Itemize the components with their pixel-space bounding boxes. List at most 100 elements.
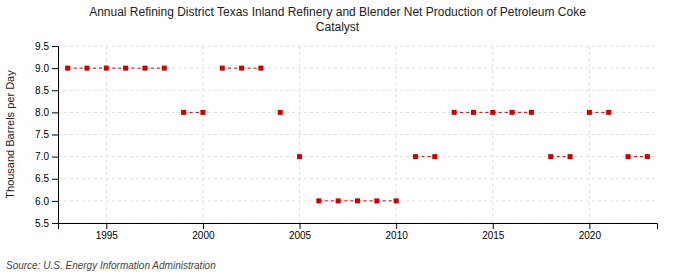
connector bbox=[222, 68, 241, 69]
y-grid-line bbox=[58, 178, 657, 179]
x-tick: 2015 bbox=[482, 223, 505, 241]
x-grid-line bbox=[106, 46, 107, 223]
y-grid-line bbox=[58, 68, 657, 69]
connector bbox=[589, 112, 608, 113]
marks bbox=[65, 66, 650, 204]
x-tick: 1995 bbox=[96, 223, 119, 241]
x-tick: 2010 bbox=[386, 223, 409, 241]
y-tick-label: 8.0 bbox=[35, 107, 49, 118]
source-note: Source: U.S. Energy Information Administ… bbox=[6, 260, 216, 271]
x-tick-mark bbox=[493, 223, 494, 229]
x-tick-label: 2020 bbox=[579, 230, 602, 241]
point bbox=[355, 198, 360, 203]
y-tick: 6.0 bbox=[35, 196, 58, 207]
x-tick-label: 2015 bbox=[482, 230, 505, 241]
point bbox=[413, 154, 418, 159]
y-grid-line bbox=[58, 112, 657, 113]
x-tick-label: 2000 bbox=[192, 230, 215, 241]
point bbox=[548, 154, 553, 159]
y-tick-mark bbox=[52, 68, 58, 69]
point bbox=[645, 154, 650, 159]
point bbox=[239, 66, 244, 71]
point bbox=[84, 66, 89, 71]
x-tick-label: 2005 bbox=[289, 230, 312, 241]
x-grid-line bbox=[396, 46, 397, 223]
y-tick: 5.5 bbox=[35, 218, 58, 229]
y-axis-line bbox=[52, 47, 59, 224]
y-tick-mark bbox=[52, 135, 58, 136]
point bbox=[394, 198, 399, 203]
point bbox=[626, 154, 631, 159]
point bbox=[220, 66, 225, 71]
connector bbox=[87, 68, 106, 69]
connector bbox=[628, 156, 647, 157]
point bbox=[297, 154, 302, 159]
connector bbox=[145, 68, 164, 69]
y-tick-mark bbox=[52, 90, 58, 91]
point bbox=[162, 66, 167, 71]
connectors bbox=[68, 68, 648, 201]
connector bbox=[358, 200, 377, 201]
y-tick: 9.0 bbox=[35, 63, 58, 74]
x-tick-mark bbox=[589, 223, 590, 229]
point bbox=[200, 110, 205, 115]
y-tick-label: 9.0 bbox=[35, 63, 49, 74]
y-tick-mark bbox=[52, 112, 58, 113]
y-axis-title: Thousand Barrels per Day bbox=[4, 70, 16, 199]
y-tick-label: 7.0 bbox=[35, 151, 49, 162]
x-tick-label: 2010 bbox=[386, 230, 409, 241]
point bbox=[374, 198, 379, 203]
chart: 1995 2000 2005 2010 2015 2020 5.5 6.0 6.5 7.0 7.5 8… bbox=[0, 0, 675, 275]
connector bbox=[126, 68, 145, 69]
point bbox=[452, 110, 457, 115]
point bbox=[278, 110, 283, 115]
title: Annual Refining District Texas Inland Re… bbox=[89, 5, 586, 34]
connector bbox=[473, 112, 492, 113]
point bbox=[142, 66, 147, 71]
point bbox=[104, 66, 109, 71]
y-tick-mark bbox=[52, 157, 58, 158]
y-grid-line bbox=[58, 134, 657, 135]
connector bbox=[454, 112, 473, 113]
point bbox=[181, 110, 186, 115]
x-grid-line bbox=[492, 46, 493, 223]
point bbox=[490, 110, 495, 115]
y-tick: 8.5 bbox=[35, 85, 58, 96]
point bbox=[432, 154, 437, 159]
y-tick-label: 8.5 bbox=[35, 85, 49, 96]
x-grid-line bbox=[589, 46, 590, 223]
point bbox=[336, 198, 341, 203]
x-tick-label: 1995 bbox=[96, 230, 119, 241]
y-tick-label: 7.5 bbox=[35, 129, 49, 140]
y-tick-label: 5.5 bbox=[35, 218, 49, 229]
y-tick-mark bbox=[52, 179, 58, 180]
point bbox=[316, 198, 321, 203]
connector bbox=[319, 200, 338, 201]
x-tick-mark bbox=[396, 223, 397, 229]
point bbox=[606, 110, 611, 115]
y-tick-label: 6.0 bbox=[35, 196, 49, 207]
point bbox=[123, 66, 128, 71]
x-axis: 1995 2000 2005 2010 2015 2020 bbox=[59, 223, 658, 241]
x-grid-line bbox=[299, 46, 300, 223]
point bbox=[258, 66, 263, 71]
connector bbox=[106, 68, 125, 69]
connector bbox=[551, 156, 570, 157]
point bbox=[510, 110, 515, 115]
point bbox=[568, 154, 573, 159]
plot-area: 1995 2000 2005 2010 2015 2020 5.5 6.0 6.5 7.0 7.5 8… bbox=[35, 41, 657, 241]
x-axis-line bbox=[59, 224, 658, 230]
x-tick-mark bbox=[106, 223, 107, 229]
y-tick: 9.5 bbox=[35, 41, 58, 52]
connector bbox=[68, 68, 87, 69]
point bbox=[587, 110, 592, 115]
connector bbox=[338, 200, 357, 201]
connector bbox=[512, 112, 531, 113]
y-tick: 6.5 bbox=[35, 173, 58, 184]
x-tick-mark bbox=[203, 223, 204, 229]
y-grid-line bbox=[58, 90, 657, 91]
y-tick: 7.5 bbox=[35, 129, 58, 140]
y-tick: 7.0 bbox=[35, 151, 58, 162]
y-tick: 8.0 bbox=[35, 107, 58, 118]
grid bbox=[58, 46, 657, 223]
